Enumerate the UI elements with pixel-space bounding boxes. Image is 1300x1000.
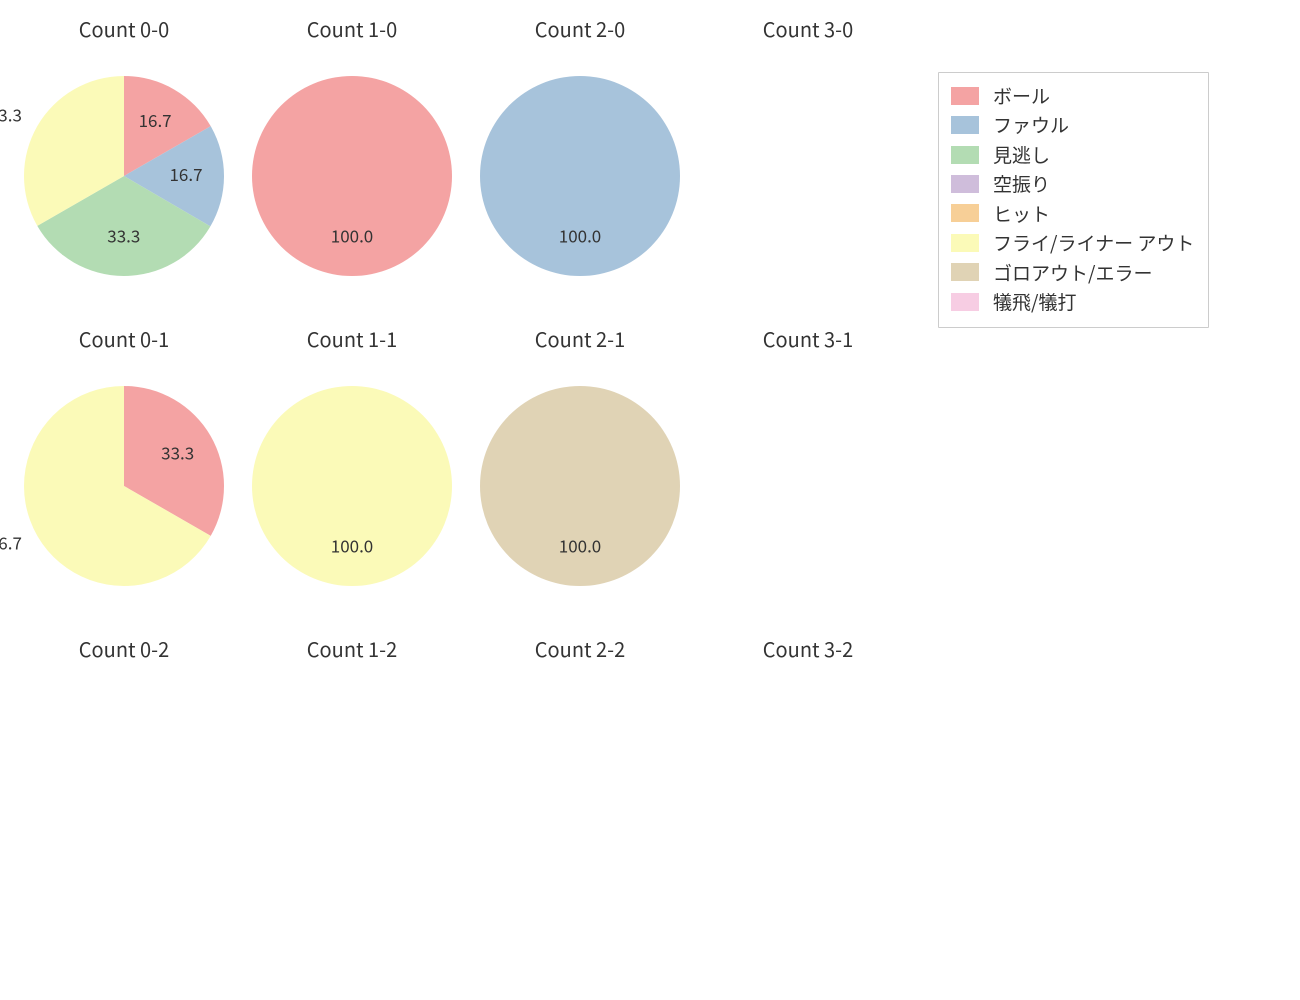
panel-title: Count 1-0 xyxy=(238,14,466,43)
pie-slice-label: 100.0 xyxy=(559,223,601,248)
legend-label: 犠飛/犠打 xyxy=(993,287,1076,316)
pie-chart: 16.716.733.333.3 xyxy=(24,76,224,276)
panel-title: Count 0-2 xyxy=(10,634,238,663)
legend-swatch xyxy=(951,116,979,134)
pie-chart: 100.0 xyxy=(252,76,452,276)
legend-item: 空振り xyxy=(951,169,1194,198)
panel-title: Count 1-2 xyxy=(238,634,466,663)
pie-chart xyxy=(252,696,452,896)
panel-title: Count 3-0 xyxy=(694,14,922,43)
panel-c20: Count 2-0 100.0 xyxy=(466,0,694,310)
pie-slice-label: 33.3 xyxy=(161,440,194,465)
legend-label: ヒット xyxy=(993,199,1050,228)
panel-title: Count 3-1 xyxy=(694,324,922,353)
pie-chart: 33.366.7 xyxy=(24,386,224,586)
legend-item: フライ/ライナー アウト xyxy=(951,228,1194,257)
legend-swatch xyxy=(951,87,979,105)
panel-c30: Count 3-0 xyxy=(694,0,922,310)
legend-swatch xyxy=(951,293,979,311)
panel-c21: Count 2-1 100.0 xyxy=(466,310,694,620)
panel-title: Count 2-0 xyxy=(466,14,694,43)
pie-slice-label: 66.7 xyxy=(0,530,22,555)
pie-chart xyxy=(708,386,908,586)
legend-item: ボール xyxy=(951,81,1194,110)
legend-swatch xyxy=(951,263,979,281)
pie-slice-label: 16.7 xyxy=(169,161,202,186)
panel-title: Count 0-0 xyxy=(10,14,238,43)
panel-c00: Count 0-0 16.716.733.333.3 xyxy=(10,0,238,310)
legend-item: 見逃し xyxy=(951,140,1194,169)
pie-chart xyxy=(24,696,224,896)
panel-title: Count 2-1 xyxy=(466,324,694,353)
pie-slice-label: 100.0 xyxy=(559,533,601,558)
pie-slice-label: 16.7 xyxy=(139,107,172,132)
pie-chart xyxy=(708,76,908,276)
panel-title: Count 1-1 xyxy=(238,324,466,353)
panel-c12: Count 1-2 xyxy=(238,620,466,930)
pie-chart xyxy=(480,696,680,896)
pie-chart: 100.0 xyxy=(480,386,680,586)
legend-swatch xyxy=(951,234,979,252)
panel-c10: Count 1-0 100.0 xyxy=(238,0,466,310)
pie-slice-label: 33.3 xyxy=(0,102,22,127)
panel-c32: Count 3-2 xyxy=(694,620,922,930)
legend-label: フライ/ライナー アウト xyxy=(993,228,1194,257)
pie-chart xyxy=(708,696,908,896)
pie-chart: 100.0 xyxy=(252,386,452,586)
panel-title: Count 2-2 xyxy=(466,634,694,663)
legend-swatch xyxy=(951,175,979,193)
panel-c01: Count 0-1 33.366.7 xyxy=(10,310,238,620)
panel-title: Count 3-2 xyxy=(694,634,922,663)
panel-c02: Count 0-2 xyxy=(10,620,238,930)
panel-c31: Count 3-1 xyxy=(694,310,922,620)
legend-item: ファウル xyxy=(951,110,1194,139)
pie-slice-label: 100.0 xyxy=(331,533,373,558)
legend: ボールファウル見逃し空振りヒットフライ/ライナー アウトゴロアウト/エラー犠飛/… xyxy=(938,72,1209,328)
legend-swatch xyxy=(951,146,979,164)
panel-title: Count 0-1 xyxy=(10,324,238,353)
legend-item: ヒット xyxy=(951,199,1194,228)
legend-swatch xyxy=(951,204,979,222)
panel-c11: Count 1-1 100.0 xyxy=(238,310,466,620)
pie-slice-label: 100.0 xyxy=(331,223,373,248)
pie-slice-label: 33.3 xyxy=(107,223,140,248)
chart-page: Count 0-0 16.7 16.7 33.3 33.3 Count 1-0 100… xyxy=(0,0,1300,1000)
legend-label: ボール xyxy=(993,81,1050,110)
legend-label: 見逃し xyxy=(993,140,1050,169)
pie-grid: Count 0-0 16.7 16.7 33.3 33.3 Count 1-0 100… xyxy=(10,0,920,930)
legend-label: ゴロアウト/エラー xyxy=(993,258,1152,287)
legend-item: 犠飛/犠打 xyxy=(951,287,1194,316)
panel-c22: Count 2-2 xyxy=(466,620,694,930)
legend-label: 空振り xyxy=(993,169,1050,198)
legend-item: ゴロアウト/エラー xyxy=(951,258,1194,287)
pie-chart: 100.0 xyxy=(480,76,680,276)
legend-label: ファウル xyxy=(993,110,1069,139)
